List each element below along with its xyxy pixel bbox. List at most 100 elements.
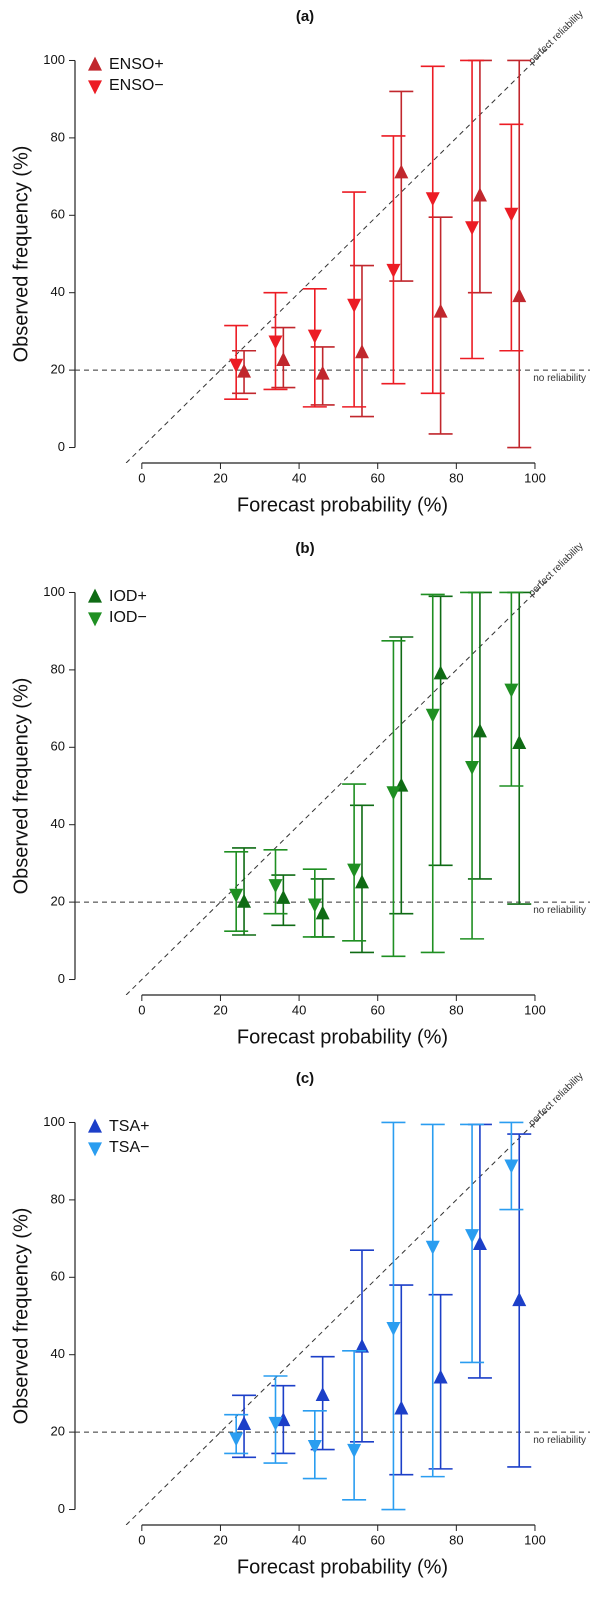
point — [465, 761, 480, 776]
panel-title: (c) — [296, 1070, 314, 1087]
panel: (b) 0 20 40 60 80 100 0 20 40 60 80 100 Forecast prob… — [10, 540, 590, 1048]
point — [237, 363, 252, 378]
annotation: perfect reliability — [526, 541, 585, 600]
point — [394, 1400, 409, 1415]
point — [425, 1240, 440, 1255]
point — [276, 352, 291, 367]
x-tick-label: 0 — [138, 470, 145, 485]
legend-marker — [88, 80, 102, 95]
point — [229, 888, 244, 903]
point — [472, 1235, 487, 1250]
x-axis-label: Forecast probability (%) — [237, 494, 448, 516]
x-tick-label: 80 — [449, 470, 463, 485]
point — [307, 1440, 322, 1455]
x-tick-label: 100 — [524, 1532, 546, 1547]
y-axis-label: Observed frequency (%) — [10, 1208, 32, 1425]
x-tick-label: 0 — [138, 1002, 145, 1017]
point — [268, 879, 283, 894]
x-tick-label: 80 — [449, 1532, 463, 1547]
y-tick-label: 0 — [58, 1501, 65, 1516]
point — [433, 303, 448, 318]
y-tick-label: 100 — [43, 52, 65, 67]
point — [347, 298, 362, 313]
y-axis-label: Observed frequency (%) — [10, 678, 32, 895]
annotation: perfect reliability — [526, 9, 585, 68]
perfect-reliability-line — [125, 1107, 552, 1525]
legend-marker — [88, 1118, 102, 1133]
point — [354, 1338, 369, 1353]
point — [504, 207, 519, 222]
perfect-reliability-line — [125, 577, 552, 995]
point — [465, 1229, 480, 1244]
y-tick-label: 80 — [51, 661, 65, 676]
y-tick-label: 20 — [51, 894, 65, 909]
y-tick-label: 80 — [51, 129, 65, 144]
annotation: no reliability — [533, 373, 586, 384]
error-bar — [499, 123, 524, 352]
x-axis-label: Forecast probability (%) — [237, 1026, 448, 1048]
point — [229, 358, 244, 373]
x-tick-label: 20 — [213, 470, 227, 485]
point — [472, 187, 487, 202]
annotation: perfect reliability — [526, 1071, 585, 1130]
point — [472, 723, 487, 738]
annotation: no reliability — [533, 1435, 586, 1446]
x-tick-label: 80 — [449, 1002, 463, 1017]
y-tick-label: 100 — [43, 584, 65, 599]
point — [512, 288, 527, 303]
y-tick-label: 0 — [58, 971, 65, 986]
point — [465, 221, 480, 236]
x-tick-label: 20 — [213, 1532, 227, 1547]
y-tick-label: 40 — [51, 816, 65, 831]
point — [512, 735, 527, 750]
x-tick-label: 100 — [524, 1002, 546, 1017]
legend-label: TSA− — [109, 1139, 149, 1156]
point — [276, 1412, 291, 1427]
point — [307, 329, 322, 344]
point — [425, 708, 440, 723]
point — [268, 1416, 283, 1431]
x-tick-label: 40 — [292, 470, 306, 485]
x-tick-label: 20 — [213, 1002, 227, 1017]
panel-title: (a) — [296, 8, 314, 25]
error-bar — [232, 847, 257, 936]
point — [504, 683, 519, 698]
point — [386, 786, 401, 801]
y-tick-label: 60 — [51, 739, 65, 754]
x-axis-label: Forecast probability (%) — [237, 1556, 448, 1578]
point — [276, 889, 291, 904]
x-tick-label: 60 — [370, 470, 384, 485]
y-tick-label: 40 — [51, 1346, 65, 1361]
point — [315, 905, 330, 920]
x-tick-label: 40 — [292, 1002, 306, 1017]
legend-marker — [88, 588, 102, 603]
point — [315, 365, 330, 380]
x-tick-label: 100 — [524, 470, 546, 485]
x-tick-label: 60 — [370, 1002, 384, 1017]
point — [425, 192, 440, 207]
legend-label: ENSO+ — [109, 56, 164, 73]
legend-marker — [88, 56, 102, 71]
y-tick-label: 60 — [51, 1269, 65, 1284]
point — [237, 893, 252, 908]
panel: (a) 0 20 40 60 80 100 0 20 40 60 80 100 Forecast prob… — [10, 8, 590, 516]
point — [268, 335, 283, 350]
error-bar — [420, 593, 445, 954]
point — [315, 1386, 330, 1401]
legend-marker — [88, 1142, 102, 1157]
x-tick-label: 40 — [292, 1532, 306, 1547]
panel-title: (b) — [295, 540, 314, 557]
legend-label: TSA+ — [109, 1118, 149, 1135]
legend-marker — [88, 612, 102, 627]
legend-label: IOD+ — [109, 588, 147, 605]
y-tick-label: 40 — [51, 284, 65, 299]
point — [347, 863, 362, 878]
point — [512, 1292, 527, 1307]
error-bar — [342, 1350, 367, 1501]
point — [386, 263, 401, 278]
point — [307, 898, 322, 913]
error-bar — [460, 59, 485, 360]
point — [347, 1443, 362, 1458]
point — [504, 1159, 519, 1174]
